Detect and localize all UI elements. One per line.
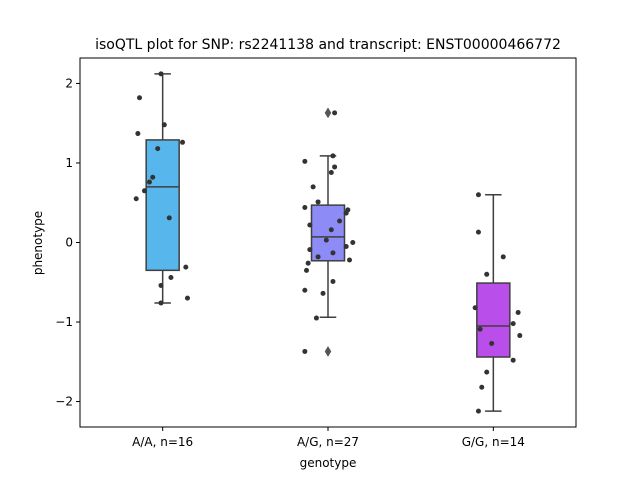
chart-title: isoQTL plot for SNP: rs2241138 and trans… <box>95 37 561 53</box>
data-point <box>350 240 356 245</box>
x-tick-label: A/G, n=27 <box>297 435 359 449</box>
data-point <box>343 210 349 216</box>
data-point <box>137 95 143 101</box>
data-point <box>158 300 164 306</box>
data-point <box>328 170 334 176</box>
data-point <box>328 227 334 233</box>
box-group <box>310 107 346 357</box>
data-point <box>510 357 516 363</box>
data-point <box>133 196 139 202</box>
data-point <box>484 271 490 277</box>
box-group <box>145 73 180 304</box>
data-point <box>330 278 336 284</box>
data-point <box>484 369 490 375</box>
y-tick-label: −1 <box>55 315 73 329</box>
y-tick-label: −2 <box>55 395 73 409</box>
data-point <box>302 205 308 211</box>
outlier-marker <box>324 345 332 357</box>
data-point <box>180 139 186 145</box>
data-point <box>307 222 313 228</box>
data-point <box>472 305 478 311</box>
x-axis-label: genotype <box>300 456 357 470</box>
plot-area <box>133 71 523 414</box>
data-point <box>304 267 310 273</box>
y-tick-label: 2 <box>65 76 73 90</box>
data-point <box>330 250 336 256</box>
data-point <box>141 188 147 194</box>
data-point <box>150 174 156 180</box>
data-point <box>477 326 483 332</box>
data-point <box>343 243 349 249</box>
data-point <box>184 295 190 301</box>
strip-points <box>302 110 356 354</box>
x-tick-label: A/A, n=16 <box>132 435 193 449</box>
strip-points <box>472 192 523 414</box>
data-point <box>489 340 495 346</box>
data-point <box>475 192 481 198</box>
data-point <box>346 257 352 263</box>
data-point <box>135 131 141 137</box>
data-point <box>320 290 326 296</box>
data-point <box>332 110 338 116</box>
data-point <box>517 333 523 339</box>
data-point <box>332 164 338 170</box>
data-point <box>158 71 164 77</box>
data-point <box>515 309 521 315</box>
data-point <box>168 274 174 280</box>
data-point <box>146 179 152 185</box>
data-point <box>166 215 172 221</box>
data-point <box>302 287 308 293</box>
data-point <box>305 260 311 266</box>
data-point <box>479 384 485 390</box>
data-point <box>158 282 164 288</box>
data-point <box>313 315 319 321</box>
data-point <box>310 184 316 190</box>
x-tick-label: G/G, n=14 <box>462 435 525 449</box>
y-tick-label: 0 <box>65 236 73 250</box>
data-point <box>510 321 516 327</box>
y-axis: −2 −1 0 1 2 <box>55 76 80 409</box>
data-point <box>475 408 481 414</box>
box <box>476 282 511 358</box>
data-point <box>183 264 189 270</box>
data-point <box>475 229 481 235</box>
box <box>145 139 180 272</box>
data-point <box>323 237 329 243</box>
strip-points <box>133 71 190 306</box>
y-axis-label: phenotype <box>31 211 45 275</box>
outlier-marker <box>324 107 332 119</box>
data-point <box>307 247 313 253</box>
y-tick-label: 1 <box>65 156 73 170</box>
data-point <box>500 254 506 260</box>
data-point <box>337 218 343 224</box>
data-point <box>161 122 167 128</box>
box <box>310 204 346 262</box>
data-point <box>155 146 161 152</box>
data-point <box>330 153 336 159</box>
data-point <box>302 158 308 164</box>
data-point <box>302 348 308 354</box>
data-point <box>315 254 321 260</box>
x-axis: A/A, n=16 A/G, n=27 G/G, n=14 <box>132 427 525 449</box>
data-point <box>315 199 321 205</box>
